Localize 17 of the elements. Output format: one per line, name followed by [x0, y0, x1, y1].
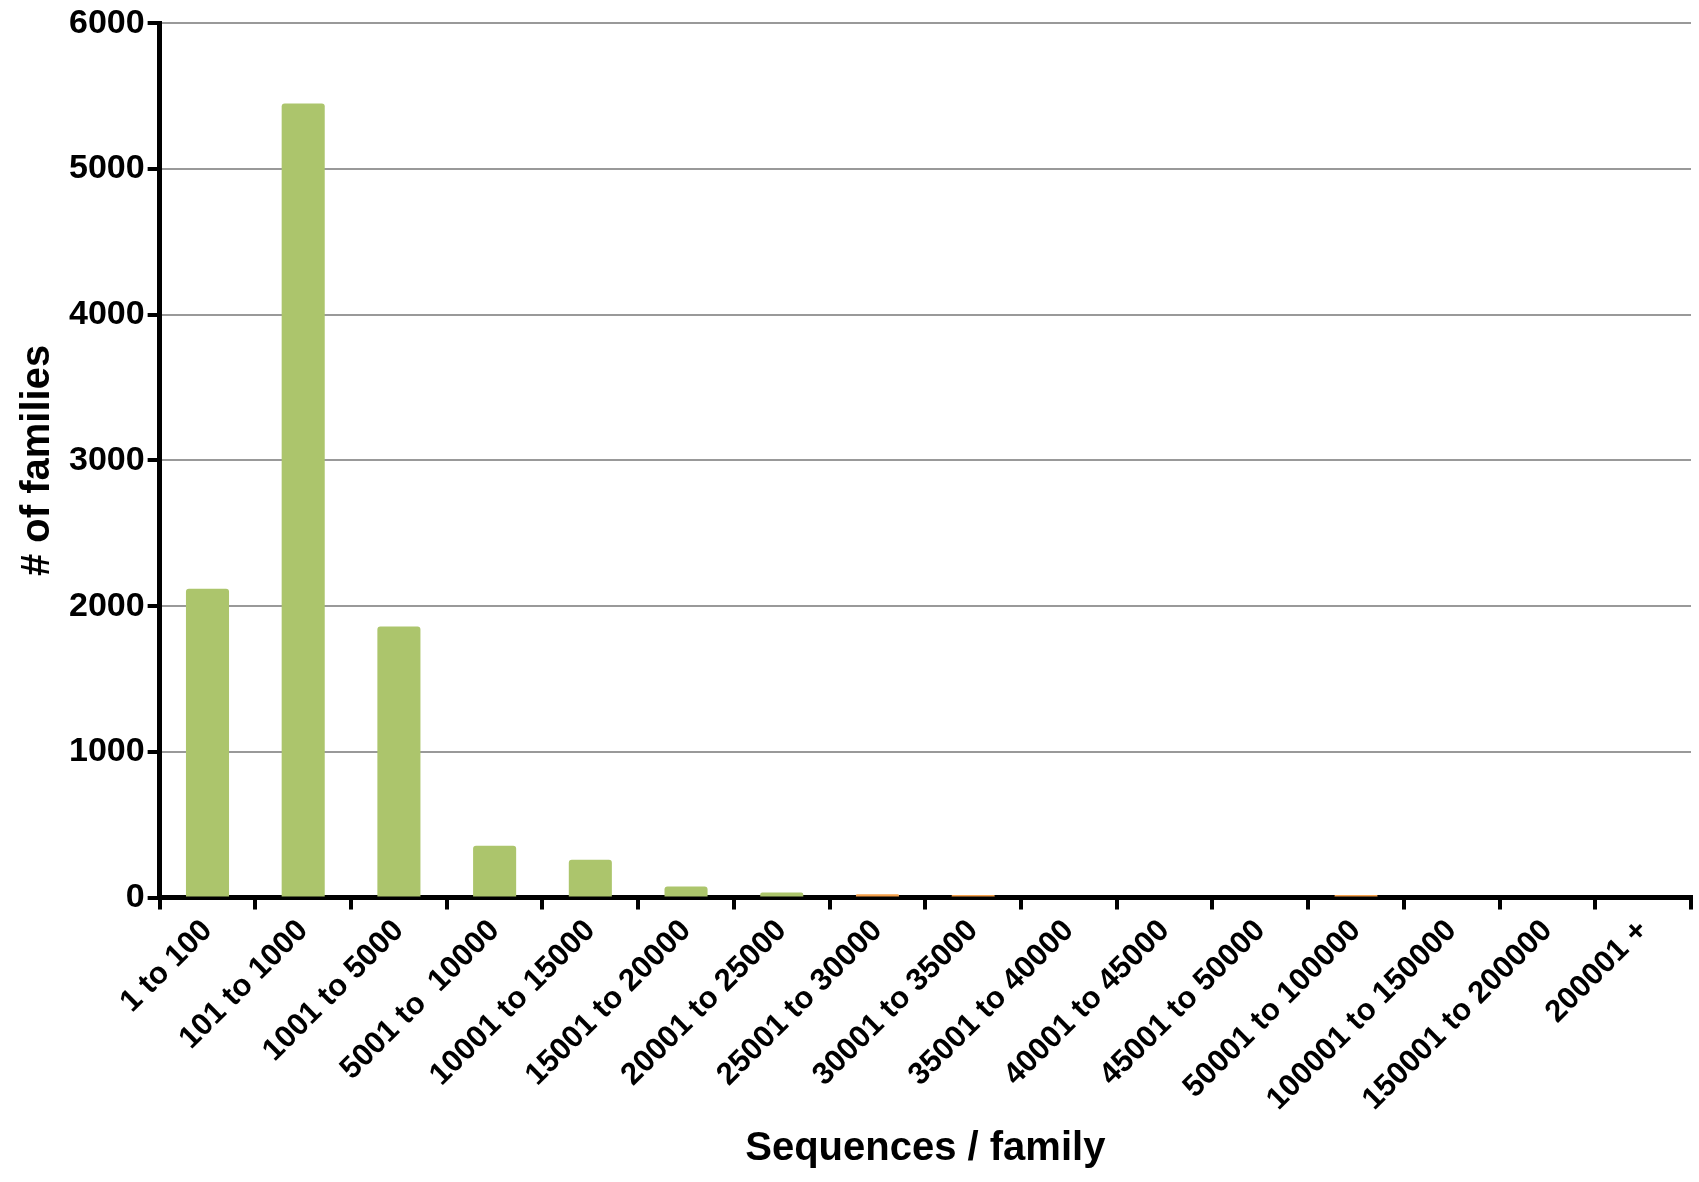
- bar: [377, 626, 421, 897]
- y-tick-label: 3000: [69, 438, 145, 477]
- bar: [185, 588, 230, 897]
- y-tick-label: 4000: [69, 293, 145, 332]
- y-tick-label: 1000: [69, 730, 145, 769]
- y-tick-label: 5000: [69, 147, 145, 186]
- bar: [855, 894, 899, 897]
- bar: [568, 859, 612, 897]
- bar: [664, 886, 708, 897]
- bar: [760, 892, 804, 897]
- x-axis-title: Sequences / family: [745, 1124, 1107, 1169]
- y-axis-title: # of families: [13, 344, 58, 577]
- y-tick-label: 6000: [69, 1, 145, 40]
- bar: [281, 103, 325, 897]
- y-tick-label: 2000: [69, 584, 145, 623]
- y-tick-label: 0: [125, 875, 145, 914]
- bar: [473, 845, 517, 897]
